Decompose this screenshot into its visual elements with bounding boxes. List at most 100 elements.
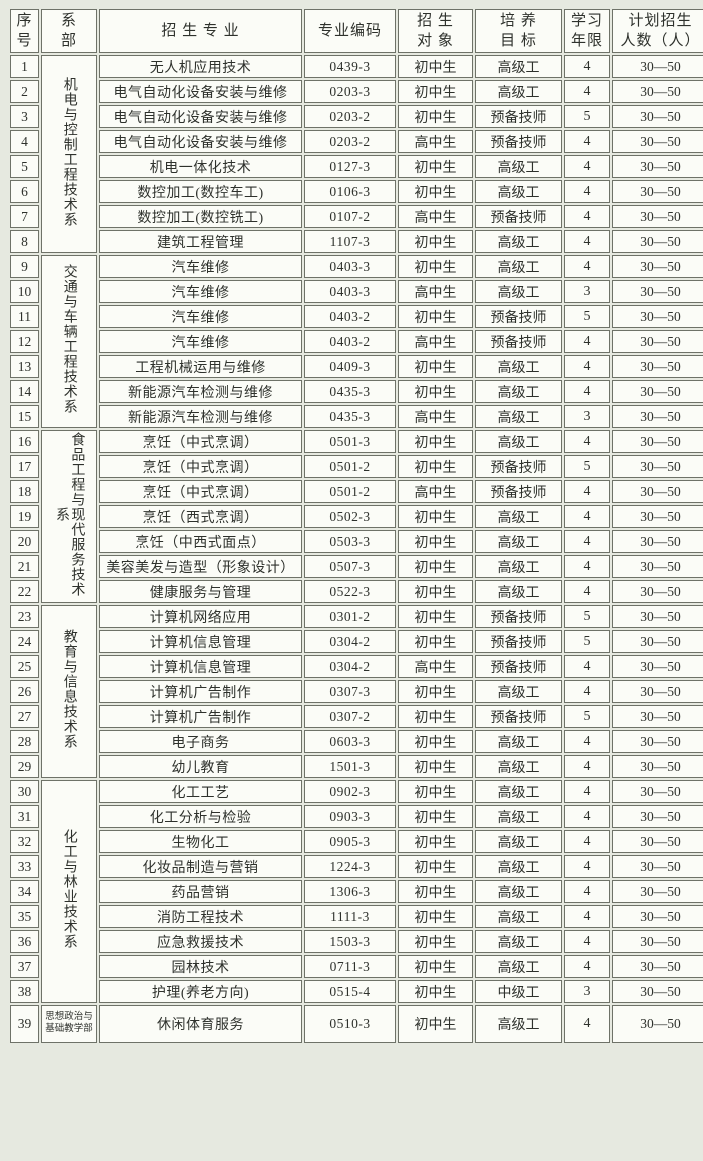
table-row: 16 食品工程与现代服务技术系 烹饪（中式烹调） 0501-3 初中生 高级工 4 30—50: [10, 430, 703, 603]
serial-cell: 33: [10, 855, 39, 878]
years-cell: 4: [564, 730, 610, 753]
years-cell: 4: [564, 830, 610, 853]
header-target: 招 生 对 象: [398, 9, 473, 53]
serial-cell: 22: [10, 580, 39, 603]
years-cell: 4: [564, 505, 610, 528]
department-cell: 交通与车辆工程技术系: [41, 255, 97, 428]
plan-cell: 30—50: [612, 355, 703, 378]
target-cell: 初中生: [398, 505, 473, 528]
serial-cell: 9: [10, 255, 39, 278]
major-cell: 化工工艺: [99, 780, 302, 803]
years-cell: 4: [564, 580, 610, 603]
major-cell: 电气自动化设备安装与维修: [99, 80, 302, 103]
department-name: 教育与信息技术系: [61, 629, 77, 749]
goal-cell: 高级工: [475, 855, 562, 878]
serial-cell: 1: [10, 55, 39, 78]
goal-cell: 高级工: [475, 1005, 562, 1043]
target-cell: 高中生: [398, 480, 473, 503]
major-cell: 应急救援技术: [99, 930, 302, 953]
major-cell: 幼儿教育: [99, 755, 302, 778]
goal-cell: 预备技师: [475, 130, 562, 153]
major-cell: 健康服务与管理: [99, 580, 302, 603]
table-row: 7 数控加工(数控铣工) 0107-2 高中生 预备技师 4 30—50: [10, 205, 703, 228]
table-row: 20 烹饪（中西式面点） 0503-3 初中生 高级工 4 30—50: [10, 530, 703, 553]
goal-cell: 预备技师: [475, 455, 562, 478]
serial-cell: 11: [10, 305, 39, 328]
serial-cell: 5: [10, 155, 39, 178]
code-cell: 0403-2: [304, 305, 396, 328]
target-cell: 初中生: [398, 555, 473, 578]
header-goal: 培 养 目 标: [475, 9, 562, 53]
plan-cell: 30—50: [612, 455, 703, 478]
code-cell: 0127-3: [304, 155, 396, 178]
code-cell: 0403-2: [304, 330, 396, 353]
years-cell: 4: [564, 430, 610, 453]
plan-cell: 30—50: [612, 155, 703, 178]
serial-cell: 17: [10, 455, 39, 478]
table-row: 19 烹饪（西式烹调） 0502-3 初中生 高级工 4 30—50: [10, 505, 703, 528]
serial-cell: 18: [10, 480, 39, 503]
years-cell: 5: [564, 630, 610, 653]
major-cell: 无人机应用技术: [99, 55, 302, 78]
serial-cell: 27: [10, 705, 39, 728]
goal-cell: 高级工: [475, 505, 562, 528]
goal-cell: 预备技师: [475, 705, 562, 728]
years-cell: 4: [564, 355, 610, 378]
serial-cell: 14: [10, 380, 39, 403]
years-cell: 4: [564, 955, 610, 978]
goal-cell: 预备技师: [475, 105, 562, 128]
code-cell: 1111-3: [304, 905, 396, 928]
code-cell: 0301-2: [304, 605, 396, 628]
goal-cell: 预备技师: [475, 655, 562, 678]
target-cell: 初中生: [398, 605, 473, 628]
major-cell: 工程机械运用与维修: [99, 355, 302, 378]
major-cell: 汽车维修: [99, 255, 302, 278]
goal-cell: 高级工: [475, 80, 562, 103]
major-cell: 园林技术: [99, 955, 302, 978]
code-cell: 0501-2: [304, 480, 396, 503]
target-cell: 高中生: [398, 655, 473, 678]
code-cell: 0603-3: [304, 730, 396, 753]
major-cell: 化工分析与检验: [99, 805, 302, 828]
years-cell: 4: [564, 880, 610, 903]
goal-cell: 高级工: [475, 730, 562, 753]
target-cell: 初中生: [398, 955, 473, 978]
code-cell: 0435-3: [304, 405, 396, 428]
plan-cell: 30—50: [612, 105, 703, 128]
plan-cell: 30—50: [612, 205, 703, 228]
target-cell: 初中生: [398, 430, 473, 453]
table-row: 10 汽车维修 0403-3 高中生 高级工 3 30—50: [10, 280, 703, 303]
plan-cell: 30—50: [612, 905, 703, 928]
goal-cell: 高级工: [475, 755, 562, 778]
years-cell: 4: [564, 1005, 610, 1043]
table-row: 36 应急救援技术 1503-3 初中生 高级工 4 30—50: [10, 930, 703, 953]
goal-cell: 高级工: [475, 780, 562, 803]
serial-cell: 20: [10, 530, 39, 553]
serial-cell: 7: [10, 205, 39, 228]
target-cell: 初中生: [398, 805, 473, 828]
major-cell: 电子商务: [99, 730, 302, 753]
target-cell: 高中生: [398, 280, 473, 303]
years-cell: 3: [564, 980, 610, 1003]
table-row: 23 教育与信息技术系 计算机网络应用 0301-2 初中生 预备技师 5 30—50: [10, 605, 703, 778]
code-cell: 1501-3: [304, 755, 396, 778]
code-cell: 0902-3: [304, 780, 396, 803]
goal-cell: 高级工: [475, 880, 562, 903]
table-row: 25 计算机信息管理 0304-2 高中生 预备技师 4 30—50: [10, 655, 703, 678]
serial-cell: 24: [10, 630, 39, 653]
major-cell: 计算机信息管理: [99, 655, 302, 678]
years-cell: 4: [564, 55, 610, 78]
years-cell: 5: [564, 705, 610, 728]
serial-cell: 34: [10, 880, 39, 903]
table-header: 序 号 系 部 招 生 专 业 专业编码 招 生 对 象 培 养 目 标 学习 …: [10, 9, 703, 53]
table-row: 3 电气自动化设备安装与维修 0203-2 初中生 预备技师 5 30—50: [10, 105, 703, 128]
serial-cell: 37: [10, 955, 39, 978]
table-row: 2 电气自动化设备安装与维修 0203-3 初中生 高级工 4 30—50: [10, 80, 703, 103]
plan-cell: 30—50: [612, 480, 703, 503]
major-cell: 汽车维修: [99, 330, 302, 353]
code-cell: 0307-2: [304, 705, 396, 728]
department-cell: 思想政治与基础教学部: [41, 1005, 97, 1043]
table-row: 26 计算机广告制作 0307-3 初中生 高级工 4 30—50: [10, 680, 703, 703]
goal-cell: 预备技师: [475, 330, 562, 353]
table-row: 24 计算机信息管理 0304-2 初中生 预备技师 5 30—50: [10, 630, 703, 653]
